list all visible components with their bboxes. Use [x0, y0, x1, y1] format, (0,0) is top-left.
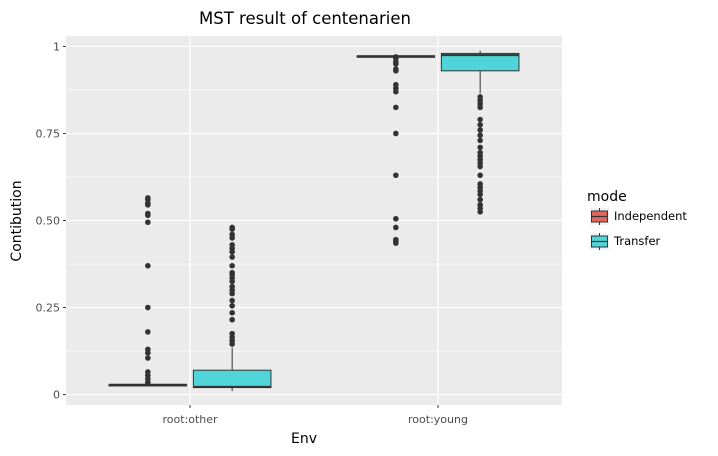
x-axis: root:other root:young [162, 405, 468, 426]
outlier-point [393, 88, 399, 95]
outlier-point [229, 290, 235, 297]
y-tick-label: 1 [53, 40, 60, 53]
outlier-point [145, 329, 151, 335]
legend-title: mode [587, 189, 627, 205]
outlier-point [393, 68, 399, 74]
outlier-point [393, 240, 399, 246]
outlier-point [477, 137, 483, 144]
outlier-point [477, 144, 483, 151]
box-independent-root-young [356, 54, 436, 246]
outlier-point [393, 172, 399, 179]
chart-title: MST result of centenarien [199, 9, 411, 28]
box-transfer-root-young [440, 50, 520, 215]
y-axis-title: Contibution [9, 180, 25, 261]
y-axis: 0 0.25 0.50 0.75 1 [36, 40, 66, 402]
outlier-point [229, 297, 235, 304]
outlier-point [145, 379, 151, 386]
legend: mode Independent Transfer [587, 189, 687, 250]
outlier-point [229, 254, 235, 260]
outlier-point [145, 262, 151, 269]
outlier-point [477, 191, 483, 198]
outlier-point [229, 309, 235, 316]
outlier-point [477, 116, 483, 123]
outlier-point [145, 304, 151, 311]
outlier-point [477, 208, 483, 215]
box-transfer-root-other [192, 224, 272, 392]
outlier-point [393, 130, 399, 137]
box-plots [108, 50, 520, 392]
legend-label-independent: Independent [614, 209, 687, 223]
y-tick-label: 0 [53, 389, 60, 402]
y-tick-label: 0.75 [36, 127, 61, 140]
outlier-point [145, 349, 151, 356]
x-tick-label: root:young [408, 413, 468, 426]
outlier-point [477, 104, 483, 111]
outlier-point [229, 278, 235, 285]
y-tick-label: 0.25 [36, 302, 61, 315]
outlier-point [229, 249, 235, 255]
outlier-point [229, 262, 235, 269]
x-tick-label: root:other [162, 413, 218, 426]
outlier-point [477, 132, 483, 139]
y-tick-label: 0.50 [36, 215, 61, 228]
outlier-point [229, 226, 235, 233]
outlier-point [145, 202, 151, 208]
outlier-point [229, 235, 235, 241]
outlier-point [229, 302, 235, 309]
outlier-point [393, 104, 399, 111]
legend-label-transfer: Transfer [613, 234, 661, 248]
outlier-point [393, 215, 399, 222]
outlier-point [145, 355, 151, 361]
box-independent-root-other [108, 195, 188, 387]
outlier-point [477, 172, 483, 179]
outlier-point [477, 196, 483, 203]
x-axis-title: Env [291, 431, 317, 447]
outlier-point [477, 163, 483, 170]
outlier-point [145, 212, 151, 219]
outlier-point [229, 316, 235, 323]
outlier-point [229, 341, 235, 347]
outlier-point [145, 219, 151, 226]
box-body [440, 52, 520, 72]
outlier-point [477, 127, 483, 133]
box-body [192, 369, 272, 389]
outlier-point [393, 224, 399, 231]
outlier-point [477, 121, 483, 128]
outlier-point [393, 61, 399, 67]
